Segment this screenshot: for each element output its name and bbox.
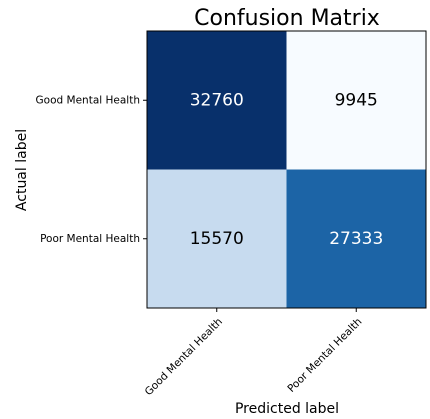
- matrix-value-r1-c1: 27333: [329, 229, 383, 249]
- y-tick-label-0: Good Mental Health: [36, 94, 140, 106]
- x-tick-label-0: Good Mental Health: [143, 316, 225, 398]
- matrix-cell-r0-c1: [286, 31, 426, 170]
- matrix-cell-r1-c1: [286, 169, 426, 308]
- y-axis-ticks: Good Mental Health Poor Mental Health: [36, 94, 147, 245]
- chart-title: Confusion Matrix: [194, 6, 380, 31]
- matrix-value-r0-c1: 9945: [335, 90, 378, 110]
- plot-frame: [146, 30, 427, 309]
- matrix-cells: [147, 31, 426, 308]
- matrix-cell-labels: 32760 9945 15570 27333: [190, 90, 384, 249]
- matrix-value-r0-c0: 32760: [190, 90, 244, 110]
- matrix-value-r1-c0: 15570: [190, 229, 244, 249]
- y-tick-label-1: Poor Mental Health: [40, 233, 140, 245]
- matrix-cell-r0-c0: [147, 31, 287, 170]
- x-axis-ticks: Good Mental Health Poor Mental Health: [143, 308, 364, 398]
- matrix-cell-r1-c0: [147, 169, 287, 308]
- x-tick-label-1: Poor Mental Health: [285, 316, 364, 395]
- y-axis-label: Actual label: [14, 129, 30, 211]
- x-axis-label: Predicted label: [235, 401, 339, 417]
